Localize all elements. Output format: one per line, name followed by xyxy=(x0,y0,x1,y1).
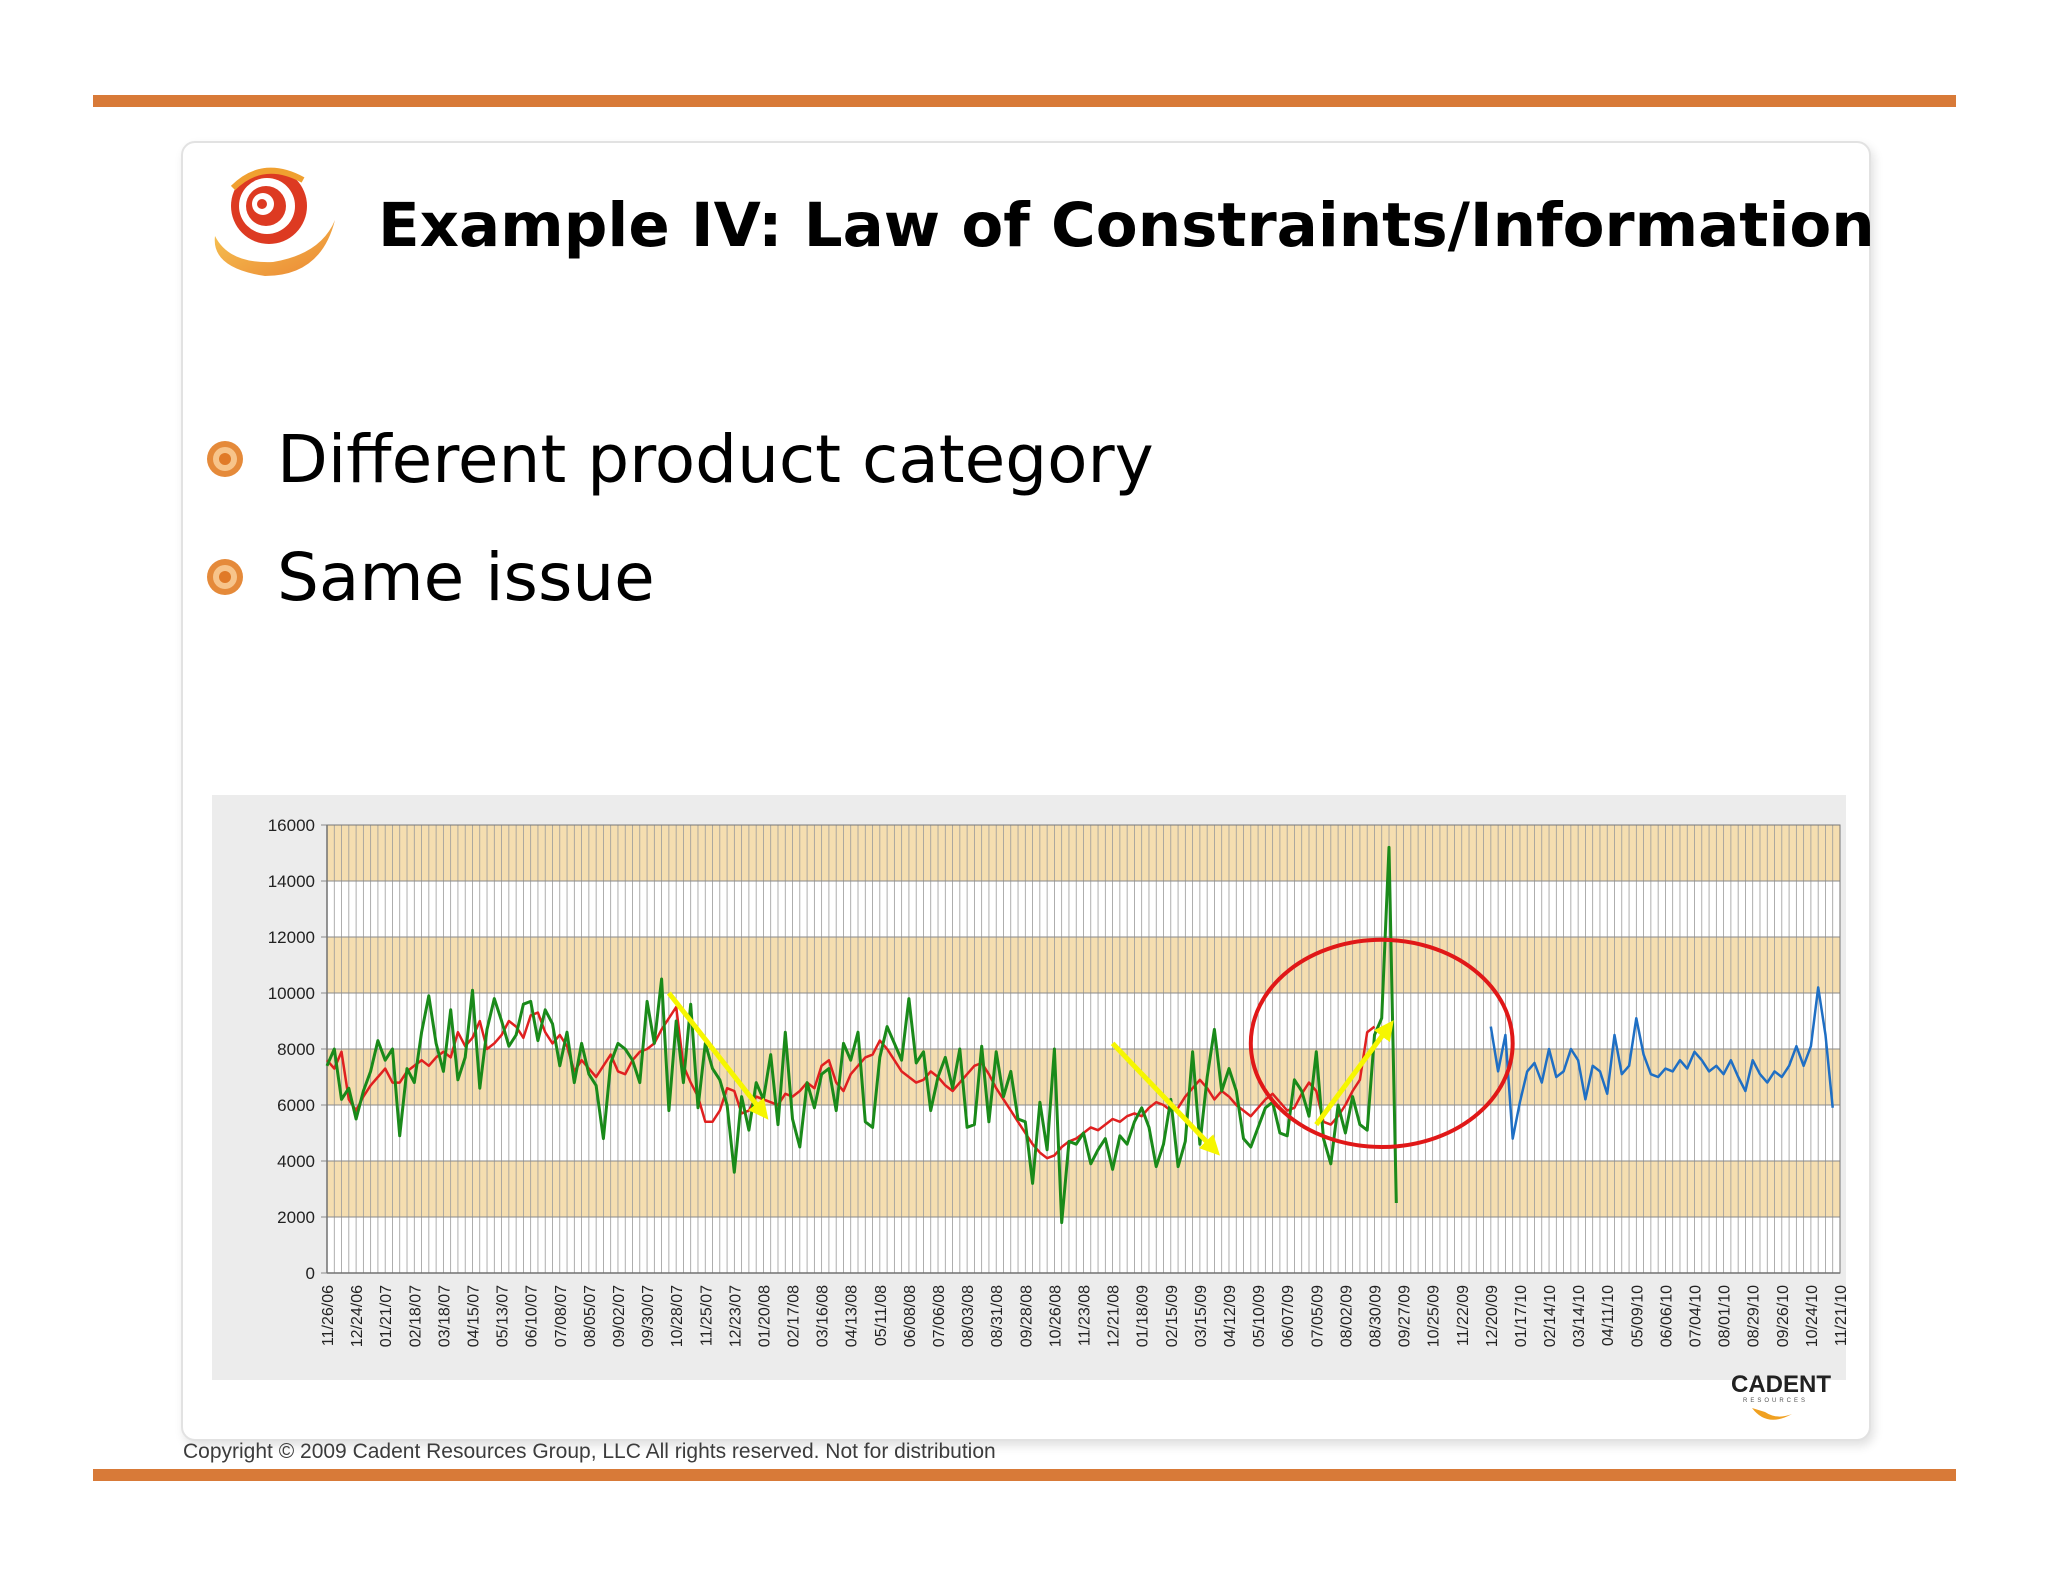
x-tick-label: 10/28/07 xyxy=(669,1285,686,1347)
bullet-text: Different product category xyxy=(277,420,1154,498)
x-tick-label: 09/26/10 xyxy=(1775,1285,1792,1347)
x-tick-label: 03/15/09 xyxy=(1193,1285,1210,1347)
x-tick-label: 01/21/07 xyxy=(378,1285,395,1347)
y-tick-label: 12000 xyxy=(268,928,315,947)
x-tick-label: 03/14/10 xyxy=(1571,1285,1588,1347)
x-tick-label: 05/09/10 xyxy=(1629,1285,1646,1347)
x-tick-label: 06/08/08 xyxy=(902,1285,919,1347)
x-tick-label: 03/18/07 xyxy=(436,1285,453,1347)
x-tick-label: 02/14/10 xyxy=(1542,1285,1559,1347)
x-tick-label: 06/10/07 xyxy=(524,1285,541,1347)
bullet-item: Same issue xyxy=(205,518,1154,636)
x-tick-label: 05/11/08 xyxy=(873,1285,890,1346)
x-tick-label: 10/24/10 xyxy=(1804,1285,1821,1347)
x-tick-label: 11/21/10 xyxy=(1833,1285,1846,1346)
x-tick-label: 08/05/07 xyxy=(582,1285,599,1347)
x-tick-label: 08/03/08 xyxy=(960,1285,977,1347)
series-line-projection xyxy=(1489,986,1834,1140)
plot-border xyxy=(326,824,1841,1274)
x-tick-label: 11/26/06 xyxy=(320,1285,337,1346)
y-tick-label: 6000 xyxy=(277,1096,315,1115)
annotation-ellipse xyxy=(1248,937,1515,1149)
x-tick-label: 01/20/08 xyxy=(756,1285,773,1347)
annotation-arrow xyxy=(666,991,769,1120)
annotation-arrow xyxy=(1110,1041,1220,1156)
bottom-orange-rule xyxy=(93,1469,1956,1481)
x-tick-label: 09/28/08 xyxy=(1018,1285,1035,1347)
x-tick-label: 05/13/07 xyxy=(495,1285,512,1347)
x-tick-label: 04/11/10 xyxy=(1600,1285,1617,1346)
y-tick-label: 0 xyxy=(306,1264,315,1283)
y-tick-label: 10000 xyxy=(268,984,315,1003)
x-tick-label: 07/08/07 xyxy=(553,1285,570,1347)
x-tick-label: 03/16/08 xyxy=(815,1285,832,1347)
x-tick-label: 08/30/09 xyxy=(1367,1285,1384,1347)
bullet-dot-icon xyxy=(207,559,243,595)
x-tick-label: 06/06/10 xyxy=(1658,1285,1675,1347)
bullet-dot-icon xyxy=(207,441,243,477)
x-tick-label: 12/21/08 xyxy=(1106,1285,1123,1347)
series-line-actual xyxy=(325,845,1398,1225)
x-tick-label: 12/20/09 xyxy=(1484,1285,1501,1347)
x-tick-label: 11/22/09 xyxy=(1455,1285,1472,1346)
brand-name: CADENT xyxy=(1731,1371,1831,1398)
y-tick-label: 4000 xyxy=(277,1152,315,1171)
bullet-item: Different product category xyxy=(205,400,1154,518)
x-tick-label: 08/29/10 xyxy=(1746,1285,1763,1347)
x-tick-label: 09/30/07 xyxy=(640,1285,657,1347)
x-tick-label: 11/23/08 xyxy=(1077,1285,1094,1346)
x-tick-label: 01/17/10 xyxy=(1513,1285,1530,1347)
x-tick-label: 01/18/09 xyxy=(1135,1285,1152,1347)
slide-title: Example IV: Law of Constraints/Informati… xyxy=(378,190,1875,261)
x-tick-label: 04/15/07 xyxy=(465,1285,482,1347)
x-tick-label: 09/27/09 xyxy=(1397,1285,1414,1347)
top-orange-rule xyxy=(93,95,1956,107)
x-tick-label: 05/10/09 xyxy=(1251,1285,1268,1347)
x-tick-label: 02/17/08 xyxy=(786,1285,803,1347)
copyright-footer: Copyright © 2009 Cadent Resources Group,… xyxy=(183,1440,996,1463)
x-tick-label: 11/25/07 xyxy=(698,1285,715,1346)
x-tick-label: 07/04/10 xyxy=(1688,1285,1705,1347)
y-tick-label: 2000 xyxy=(277,1208,315,1227)
x-tick-label: 08/31/08 xyxy=(989,1285,1006,1347)
x-tick-label: 10/25/09 xyxy=(1426,1285,1443,1347)
y-tick-label: 8000 xyxy=(277,1040,315,1059)
y-tick-label: 14000 xyxy=(268,872,315,891)
x-tick-label: 08/01/10 xyxy=(1717,1285,1734,1347)
spiral-logo-icon xyxy=(214,167,335,276)
chart-panel: 0 2000 4000 6000 8000 10000 12000 14000 16000 11/… xyxy=(212,795,1846,1380)
bullet-text: Same issue xyxy=(277,538,655,616)
x-tick-label: 07/06/08 xyxy=(931,1285,948,1347)
x-tick-label: 04/13/08 xyxy=(844,1285,861,1347)
x-tick-label: 07/05/09 xyxy=(1309,1285,1326,1347)
sales-chart: 0 2000 4000 6000 8000 10000 12000 14000 16000 11/… xyxy=(212,795,1846,1380)
bullet-list: Different product category Same issue xyxy=(205,400,1154,636)
x-tick-label: 08/02/09 xyxy=(1338,1285,1355,1347)
series-line-forecast xyxy=(326,1005,1376,1160)
brand-subtext: RESOURCES xyxy=(1743,1398,1808,1404)
x-tick-label: 12/24/06 xyxy=(349,1285,366,1347)
x-tick-label: 04/12/09 xyxy=(1222,1285,1239,1347)
cadent-brand-logo: CADENT RESOURCES xyxy=(1731,1371,1831,1420)
x-tick-label: 09/02/07 xyxy=(611,1285,628,1347)
x-tick-label: 02/15/09 xyxy=(1164,1285,1181,1347)
x-tick-label: 06/07/09 xyxy=(1280,1285,1297,1347)
y-tick-label: 16000 xyxy=(268,816,315,835)
annotation-arrow xyxy=(1314,1020,1394,1127)
x-tick-label: 10/26/08 xyxy=(1047,1285,1064,1347)
x-tick-label: 02/18/07 xyxy=(407,1285,424,1347)
x-tick-label: 12/23/07 xyxy=(727,1285,744,1347)
